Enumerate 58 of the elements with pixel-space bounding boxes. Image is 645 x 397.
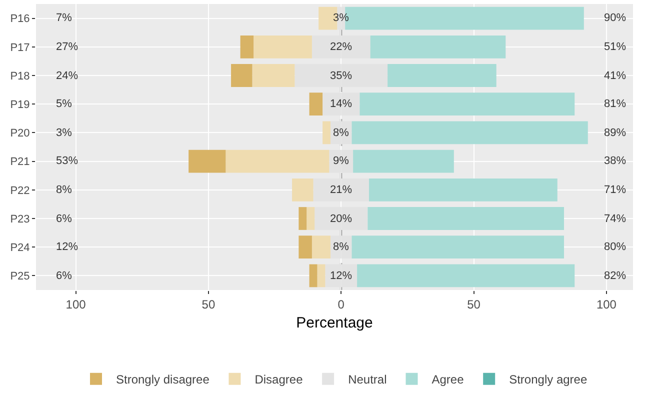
bar	[317, 264, 326, 288]
bar	[188, 150, 226, 173]
y-tick-label: P22	[10, 184, 30, 197]
annotation: 21%	[330, 184, 352, 196]
annotation: 20%	[330, 213, 352, 225]
annotation: 74%	[604, 213, 626, 225]
annotation: 27%	[56, 41, 78, 53]
annotation: 12%	[330, 270, 352, 282]
annotation: 35%	[330, 70, 352, 82]
annotation: 53%	[56, 155, 78, 167]
bar	[231, 64, 252, 87]
bar	[309, 264, 318, 288]
x-tick-label: 0	[338, 297, 345, 312]
annotation: 81%	[604, 98, 626, 110]
x-tick-label: 50	[202, 297, 216, 312]
y-tick-label: P24	[10, 242, 30, 254]
y-tick-label: P25	[10, 270, 30, 283]
annotation: 6%	[56, 270, 72, 282]
y-tick-label: P16	[10, 13, 30, 26]
y-tick-label: P18	[10, 70, 30, 82]
annotation: 9%	[333, 155, 350, 167]
annotation: 41%	[604, 70, 626, 82]
bar	[298, 207, 307, 230]
x-axis-title: Percentage	[296, 314, 373, 332]
annotation: 14%	[330, 98, 352, 110]
annotation: 71%	[604, 184, 626, 196]
annotation: 51%	[604, 41, 626, 53]
x-tick-label: 100	[596, 297, 617, 312]
legend-label: Neutral	[348, 372, 387, 387]
legend-label: Strongly agree	[509, 372, 588, 387]
annotation: 89%	[604, 127, 626, 139]
annotation: 22%	[330, 41, 352, 53]
bar	[298, 236, 312, 259]
annotation: 8%	[56, 184, 72, 196]
annotation: 12%	[56, 241, 78, 253]
annotation: 24%	[56, 70, 78, 82]
legend-label: Strongly disagree	[116, 372, 210, 387]
annotation: 90%	[604, 12, 626, 24]
legend-label: Disagree	[254, 372, 304, 387]
y-tick-label: P19	[10, 98, 30, 111]
x-tick-label: 100	[66, 297, 86, 312]
y-tick-label: P23	[10, 213, 30, 226]
annotation: 6%	[56, 213, 72, 225]
annotation: 7%	[56, 12, 72, 24]
annotation: 8%	[333, 241, 350, 253]
annotation: 5%	[56, 98, 72, 110]
x-tick-label: 50	[467, 297, 481, 312]
annotation: 80%	[604, 241, 626, 253]
bar	[240, 35, 254, 58]
annotation: 3%	[56, 127, 72, 139]
legend-label: Agree	[432, 372, 464, 387]
annotation: 82%	[604, 270, 626, 282]
annotation: 3%	[333, 12, 350, 24]
annotation: 8%	[333, 127, 350, 139]
y-tick-label: P17	[10, 42, 30, 54]
y-tick-label: P21	[10, 156, 30, 168]
y-tick-label: P20	[10, 128, 30, 140]
annotation: 38%	[604, 155, 626, 167]
